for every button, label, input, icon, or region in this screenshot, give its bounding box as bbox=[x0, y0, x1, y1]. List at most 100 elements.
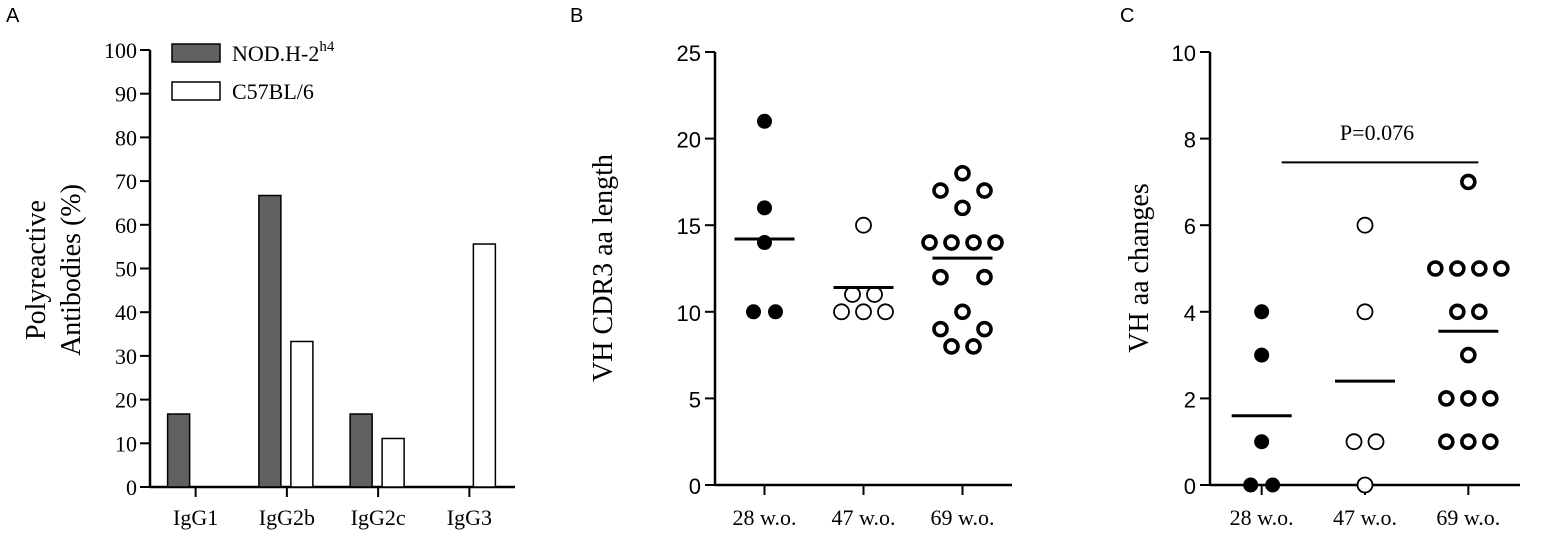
panel-a-ylabel-line2: Antibodies (%) bbox=[56, 184, 87, 356]
legend-swatch-c57 bbox=[171, 81, 221, 101]
panel-b-category-label: 28 w.o. bbox=[733, 505, 797, 530]
panel-a-ytick-label: 100 bbox=[104, 38, 137, 63]
panel-c-point bbox=[1356, 476, 1374, 494]
panel-a-ytick-label: 20 bbox=[115, 388, 137, 413]
panel-b-ytick-label: 10 bbox=[677, 301, 701, 326]
panel-a-category-label: IgG2b bbox=[259, 505, 315, 530]
panel-c-point bbox=[1482, 433, 1499, 451]
panel-b-point bbox=[757, 113, 772, 129]
panel-c-point bbox=[1243, 477, 1259, 493]
panel-b-category-label: 47 w.o. bbox=[832, 505, 896, 530]
panel-a-bar-c57 bbox=[472, 243, 497, 488]
panel-c-point bbox=[1493, 260, 1510, 277]
panel-a-ytick-label: 50 bbox=[115, 257, 137, 282]
panel-c-point bbox=[1367, 433, 1385, 451]
panel-b-ytick-label: 5 bbox=[689, 387, 701, 412]
panel-c-ytick-label: 0 bbox=[1184, 474, 1196, 499]
panel-letter-b: B bbox=[570, 5, 583, 27]
panel-c-point bbox=[1471, 303, 1488, 321]
panel-b-point bbox=[976, 182, 993, 199]
panel-c-point bbox=[1471, 260, 1488, 277]
panel-b-ytick-label: 0 bbox=[689, 474, 701, 499]
panel-a-ytick-label: 60 bbox=[115, 213, 137, 238]
panel-a-ylabel-line1: Polyreactive bbox=[21, 200, 52, 340]
panel-b-point bbox=[757, 200, 772, 216]
panel-a-category-label: IgG3 bbox=[447, 505, 492, 530]
panel-a-category-label: IgG1 bbox=[173, 505, 218, 530]
panel-c-point bbox=[1460, 346, 1477, 364]
panel-c-point bbox=[1460, 173, 1477, 191]
panel-b-point bbox=[976, 268, 993, 286]
panel-b-point bbox=[954, 164, 971, 182]
panel-c-point bbox=[1460, 390, 1477, 407]
panel-b-point bbox=[746, 304, 761, 320]
panel-a-ytick-label: 90 bbox=[115, 82, 137, 107]
panel-b-point bbox=[943, 338, 960, 355]
panel-b-point bbox=[877, 303, 894, 321]
panel-c-point bbox=[1356, 303, 1374, 321]
panel-a-ytick-label: 10 bbox=[115, 431, 137, 456]
panel-c-ytick-label: 6 bbox=[1184, 214, 1196, 239]
panel-a-ytick-label: 40 bbox=[115, 300, 137, 325]
panel-b-point bbox=[855, 216, 872, 234]
panel-a-ytick-label: 70 bbox=[115, 169, 137, 194]
panel-b-point bbox=[833, 303, 850, 321]
panel-a-bar-c57 bbox=[381, 437, 405, 488]
panel-a-bar-nod bbox=[258, 194, 282, 488]
panel-c-point bbox=[1356, 216, 1374, 234]
legend-swatch-nod bbox=[171, 43, 221, 63]
panel-b-ylabel: VH CDR3 aa length bbox=[588, 154, 619, 382]
panel-a-ytick-label: 80 bbox=[115, 125, 137, 150]
pvalue-annotation: P=0.076 bbox=[1340, 120, 1414, 145]
panel-c-ytick-label: 4 bbox=[1184, 301, 1196, 326]
panel-c-point bbox=[1254, 304, 1270, 320]
panel-b-point bbox=[844, 286, 861, 303]
panel-b-point bbox=[965, 338, 982, 355]
panel-b-point bbox=[855, 303, 872, 321]
panel-c-category-label: 69 w.o. bbox=[1436, 505, 1500, 530]
panel-b-point bbox=[987, 234, 1004, 251]
panel-c-point bbox=[1438, 433, 1455, 451]
panel-c-ytick-label: 2 bbox=[1184, 387, 1196, 412]
legend-label-c57: C57BL/6 bbox=[232, 79, 314, 104]
panel-b-point bbox=[866, 286, 883, 303]
panel-c-ytick-label: 10 bbox=[1172, 41, 1196, 66]
legend: NOD.H-2h4 C57BL/6 bbox=[171, 39, 335, 104]
panel-b-point bbox=[976, 320, 993, 338]
panel-a-ytick-label: 30 bbox=[115, 344, 137, 369]
panel-letter-c: C bbox=[1120, 5, 1134, 27]
panel-b-point bbox=[932, 320, 949, 338]
panel-c-point bbox=[1427, 260, 1444, 277]
panel-b-point bbox=[921, 234, 938, 251]
panel-b-point bbox=[954, 199, 971, 217]
panel-c-point bbox=[1345, 433, 1363, 451]
panel-b-ytick-label: 25 bbox=[677, 41, 701, 66]
panel-b-point bbox=[965, 234, 982, 251]
panel-b-point bbox=[932, 182, 949, 199]
panel-c-point bbox=[1438, 390, 1455, 407]
panel-c-point bbox=[1449, 303, 1466, 321]
panel-b-point bbox=[768, 304, 783, 320]
panel-a-bar-c57 bbox=[290, 340, 314, 488]
legend-label-nod-main: NOD.H-2 bbox=[232, 41, 319, 66]
panel-c-point bbox=[1449, 260, 1466, 277]
panel-b-point bbox=[932, 268, 949, 286]
panel-b-point bbox=[954, 303, 971, 321]
panel-c-point bbox=[1460, 433, 1477, 451]
panel-b-point bbox=[943, 234, 960, 251]
panel-c-point bbox=[1265, 477, 1281, 493]
panel-c-ylabel: VH aa changes bbox=[1124, 183, 1155, 352]
legend-label-nod: NOD.H-2h4 bbox=[232, 39, 335, 66]
panel-c-point bbox=[1254, 434, 1270, 450]
panel-b-category-label: 69 w.o. bbox=[931, 505, 995, 530]
panel-a-ytick-label: 0 bbox=[126, 475, 137, 500]
panel-c-point bbox=[1482, 390, 1499, 407]
panel-a-bar-nod bbox=[166, 413, 191, 488]
panel-c-category-label: 28 w.o. bbox=[1230, 505, 1294, 530]
panel-a-category-label: IgG2c bbox=[351, 505, 406, 530]
panel-b-ytick-label: 15 bbox=[677, 214, 701, 239]
panel-letter-a: A bbox=[6, 5, 20, 27]
panel-c-category-label: 47 w.o. bbox=[1333, 505, 1397, 530]
